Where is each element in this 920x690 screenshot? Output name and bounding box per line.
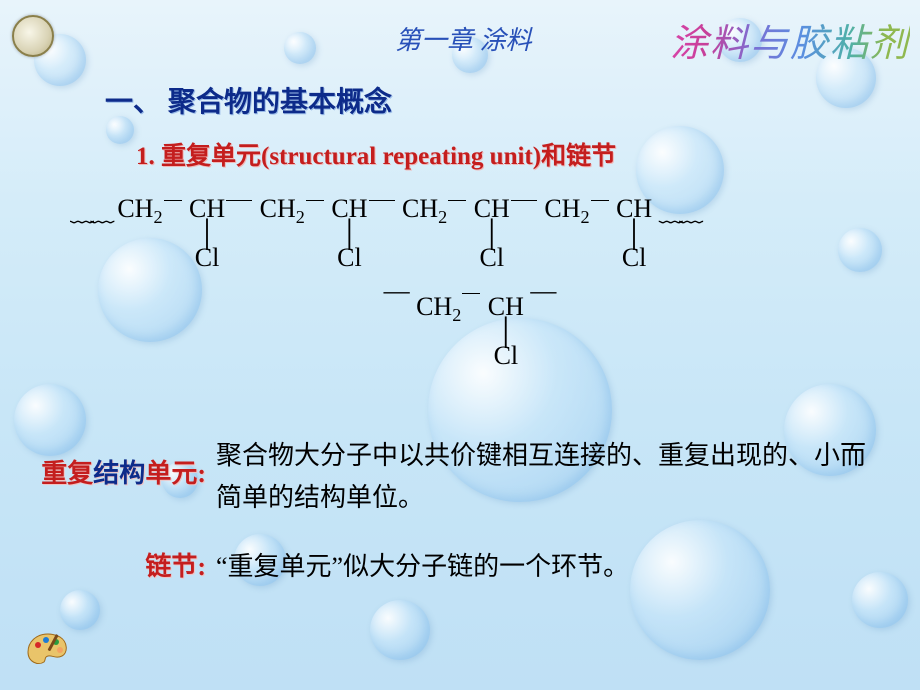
chain-ch-cl: CH │ Cl <box>189 195 225 271</box>
definition-text-link: “重复单元”似大分子链的一个环节。 <box>216 546 920 588</box>
chapter-label: 第一章 涂料 <box>395 20 532 57</box>
chain-ch-cl: CH │ Cl <box>616 195 652 271</box>
chain-ch2: CH2 <box>260 195 305 227</box>
chain-ch-cl: CH │ Cl <box>331 195 367 271</box>
chain-ch2: CH2 <box>117 195 162 227</box>
chain-ch2: CH2 <box>402 195 447 227</box>
subsection-heading: 1. 重复单元(structural repeating unit)和链节 <box>136 136 616 172</box>
slide-header: 第一章 涂料 涂料与胶粘剂 <box>0 10 920 60</box>
definitions-block: 重复结构单元: 聚合物大分子中以共价键相互连接的、重复出现的、小而简单的结构单位… <box>0 435 920 616</box>
chain-ch2: CH2 <box>544 195 589 227</box>
definition-label-link: 链节: <box>0 546 216 583</box>
definition-row-repeat-unit: 重复结构单元: 聚合物大分子中以共价键相互连接的、重复出现的、小而简单的结构单位… <box>0 435 920 518</box>
unit-dash-open: — <box>384 276 410 305</box>
university-logo <box>12 15 54 57</box>
unit-ch-cl: CH │ Cl <box>488 293 524 369</box>
definition-text-repeat-unit: 聚合物大分子中以共价键相互连接的、重复出现的、小而简单的结构单位。 <box>216 435 920 518</box>
cl-label: Cl <box>189 245 225 271</box>
slide: 第一章 涂料 涂料与胶粘剂 一、 聚合物的基本概念 1. 重复单元(struct… <box>0 0 920 690</box>
chain-wave-left: ﹏﹏ <box>70 201 111 227</box>
palette-icon <box>26 632 70 668</box>
water-drop-icon <box>106 116 134 144</box>
ch2-label: CH <box>117 194 153 223</box>
definition-label-repeat-unit: 重复结构单元: <box>0 435 216 490</box>
section-heading: 一、 聚合物的基本概念 <box>105 80 392 120</box>
chemical-formula-block: ﹏﹏ CH2 CH │ Cl CH2 CH │ Cl CH2 CH <box>70 195 870 369</box>
unit-dash-close: — <box>530 276 556 305</box>
bond-vertical: │ <box>189 222 225 245</box>
unit-ch2: CH2 <box>416 293 461 325</box>
chain-wave-right: ﹏﹏ <box>659 201 700 227</box>
book-title: 涂料与胶粘剂 <box>670 12 910 67</box>
definition-row-link: 链节: “重复单元”似大分子链的一个环节。 <box>0 546 920 588</box>
polymer-repeat-unit: — CH2 CH │ Cl — <box>70 293 870 369</box>
polymer-chain-long: ﹏﹏ CH2 CH │ Cl CH2 CH │ Cl CH2 CH <box>70 195 870 271</box>
ch2-sub: 2 <box>153 207 162 227</box>
chain-ch-cl: CH │ Cl <box>474 195 510 271</box>
